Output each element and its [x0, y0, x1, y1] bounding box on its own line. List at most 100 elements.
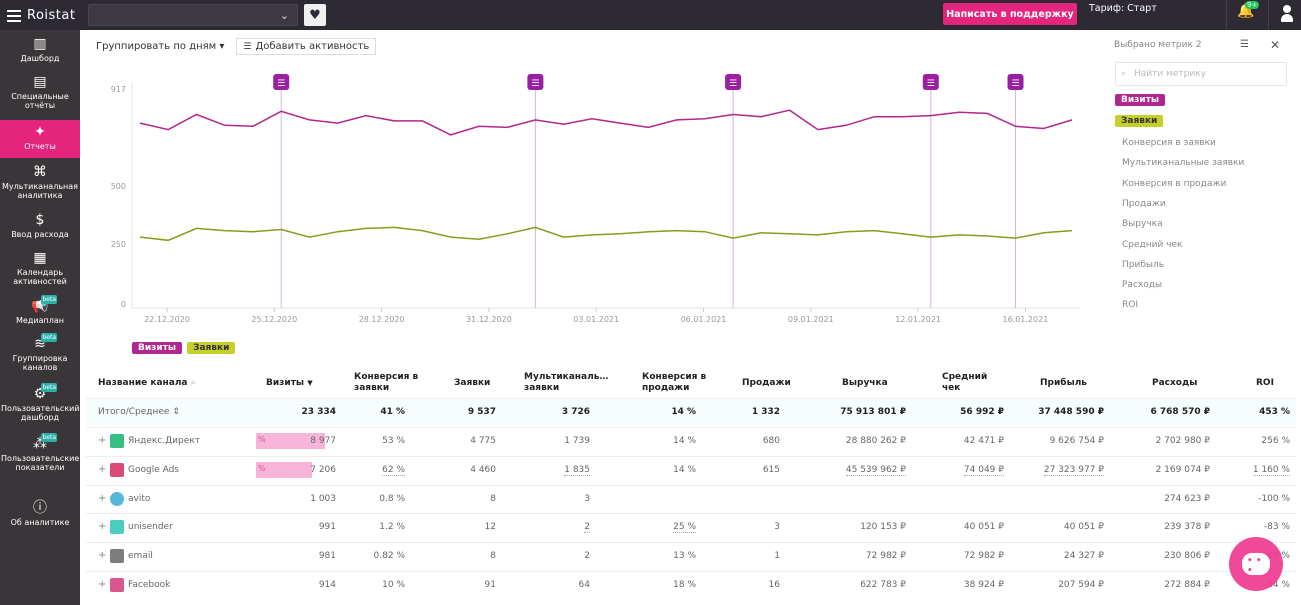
sidebar-item-special-reports[interactable]: ▤ Специальные отчёты	[0, 74, 80, 118]
close-icon[interactable]: ✕	[1270, 38, 1281, 52]
activity-icon: ☰	[1011, 79, 1019, 89]
channel-name[interactable]: Google Ads	[128, 464, 179, 475]
activity-marker[interactable]	[922, 74, 939, 90]
series-line-leads	[139, 226, 1073, 242]
sidebar-item-about[interactable]: ⓘ Об аналитике	[0, 500, 80, 534]
col-channel-name[interactable]: Название канала ⌕	[98, 378, 196, 388]
y-tick-label: 250	[111, 240, 126, 249]
chat-widget-button[interactable]	[1229, 537, 1283, 591]
yandex-direct-icon	[110, 434, 124, 448]
sidebar-item-custom-metrics[interactable]: ⁂ beta Пользовательские показатели	[0, 433, 80, 482]
activity-icon: ☰	[277, 79, 285, 89]
metric-tag-visits[interactable]: Визиты	[1115, 94, 1166, 106]
col-expense[interactable]: Расходы	[1152, 378, 1198, 388]
x-tick-label: 06.01.2021	[681, 315, 727, 324]
metric-option[interactable]: ROI	[1122, 300, 1138, 311]
cell-conv-leads[interactable]: 62 %	[382, 464, 405, 476]
expand-icon[interactable]: +	[98, 579, 107, 590]
col-visits[interactable]: Визиты ▼	[266, 378, 313, 388]
cell-roi: -24 %	[1263, 580, 1290, 590]
sidebar-item-expense[interactable]: $ Ввод расхода	[0, 212, 80, 244]
expand-icon[interactable]: +	[98, 492, 107, 504]
col-conv-sales[interactable]: Конверсия в продажи	[642, 372, 707, 393]
col-avg-check[interactable]: Средний чек	[942, 372, 988, 393]
expand-icon[interactable]: +	[98, 550, 107, 562]
expand-icon[interactable]: +	[98, 435, 107, 446]
group-by-dropdown[interactable]: Группировать по дням ▾	[96, 41, 225, 52]
cell-visits: 981	[318, 551, 336, 562]
cell-expense: 230 806 ₽	[1164, 551, 1210, 562]
col-revenue[interactable]: Выручка	[842, 378, 888, 388]
sidebar-item-channel-grouping[interactable]: ≋ beta Группировка каналов	[0, 333, 80, 378]
sidebar-item-multichannel[interactable]: ⌘ Мультиканальная аналитика	[0, 164, 80, 206]
cell-multi[interactable]: 2	[584, 522, 590, 534]
support-button[interactable]: Написать в поддержку	[943, 3, 1077, 25]
legend-leads[interactable]: Заявки	[187, 342, 236, 354]
cell-multi[interactable]: 1 835	[564, 464, 590, 476]
sidebar-item-calendar[interactable]: ▦ Календарь активностей	[0, 250, 80, 292]
sidebar-item-custom-dashboard[interactable]: ⚙ beta Пользовательский дашборд	[0, 383, 80, 432]
facebook-icon	[110, 578, 124, 592]
expand-icon[interactable]: +	[98, 521, 107, 533]
metric-option[interactable]: Выручка	[1122, 219, 1163, 230]
project-select[interactable]: ⌄	[88, 4, 298, 26]
col-leads[interactable]: Заявки	[454, 378, 491, 388]
sidebar-item-dashboard[interactable]: ▥ Дашборд	[0, 36, 80, 70]
user-icon[interactable]	[1281, 5, 1293, 23]
cell-expense: 272 884 ₽	[1164, 580, 1210, 590]
activity-icon: ☰	[729, 79, 737, 89]
metric-option[interactable]: Средний чек	[1122, 239, 1183, 250]
cell-roi[interactable]: 1 160 %	[1252, 464, 1290, 476]
cell-visits: 1 003	[310, 493, 336, 504]
metric-option[interactable]: Конверсия в заявки	[1122, 138, 1216, 148]
cell-conv-leads: 0.82 %	[373, 551, 405, 562]
cell-expense: 2 702 980 ₽	[1155, 436, 1210, 446]
metric-option[interactable]: Расходы	[1122, 280, 1163, 291]
cell-profit[interactable]: 27 323 977 ₽	[1043, 464, 1104, 476]
col-multichannel[interactable]: Мультиканаль… заявки	[524, 372, 609, 393]
search-icon[interactable]: ⌕	[190, 378, 196, 388]
x-tick-label: 28.12.2020	[359, 315, 405, 324]
metric-option[interactable]: Прибыль	[1122, 259, 1165, 270]
activity-marker[interactable]	[527, 74, 544, 90]
favorite-button[interactable]: ♥	[304, 4, 326, 26]
metric-option[interactable]: Мультиканальные заявки	[1122, 158, 1245, 169]
col-profit[interactable]: Прибыль	[1040, 378, 1087, 388]
list-settings-icon[interactable]: ☰	[1240, 39, 1249, 50]
sidebar-item-label: Мультиканальная аналитика	[2, 182, 78, 200]
metric-option[interactable]: Продажи	[1122, 198, 1166, 209]
cell-revenue[interactable]: 45 539 962 ₽	[845, 464, 906, 476]
app-logo[interactable]: Roistat	[27, 7, 76, 23]
cell-conv-leads: 10 %	[382, 580, 405, 590]
metric-option[interactable]: Конверсия в продажи	[1122, 178, 1227, 189]
metric-tag-leads[interactable]: Заявки	[1115, 115, 1164, 127]
cell-conv-sales[interactable]: 25 %	[673, 522, 696, 534]
channel-name[interactable]: email	[128, 551, 153, 562]
add-activity-button[interactable]: ☰ Добавить активность	[236, 38, 377, 55]
cell-sales: 1	[774, 551, 780, 562]
notification-badge: 9+	[1245, 1, 1260, 9]
visits-share-bar: %	[256, 433, 326, 449]
channel-name[interactable]: Яндекс.Директ	[128, 436, 200, 446]
channel-name[interactable]: unisender	[128, 522, 173, 533]
activity-marker[interactable]	[725, 74, 742, 90]
notifications-bell-icon[interactable]: 🔔 9+	[1237, 1, 1260, 19]
col-conv-leads[interactable]: Конверсия в заявки	[354, 372, 419, 393]
col-sales[interactable]: Продажи	[742, 378, 791, 388]
expand-icon[interactable]: +	[98, 463, 107, 475]
legend-visits[interactable]: Визиты	[132, 342, 183, 354]
activity-marker[interactable]	[1007, 74, 1024, 90]
menu-icon[interactable]	[7, 9, 21, 22]
channel-name[interactable]: Facebook	[128, 580, 171, 590]
sidebar-item-reports[interactable]: ✦ Отчеты	[0, 120, 80, 158]
activity-marker[interactable]	[273, 74, 290, 90]
sidebar-item-mediaplan[interactable]: 📢 beta Медиаплан	[0, 295, 80, 332]
unisender-icon	[110, 520, 124, 535]
metric-search-input[interactable]: ⌕ Найти метрику	[1115, 62, 1287, 86]
col-roi[interactable]: ROI	[1256, 378, 1274, 388]
cell-avg[interactable]: 74 049 ₽	[963, 464, 1004, 476]
cell-leads: 9 537	[467, 407, 496, 417]
tariff-label[interactable]: Тариф: Старт	[1089, 3, 1157, 14]
sidebar: ▥ Дашборд ▤ Специальные отчёты ✦ Отчеты …	[0, 30, 80, 605]
channel-name[interactable]: avito	[128, 493, 151, 504]
